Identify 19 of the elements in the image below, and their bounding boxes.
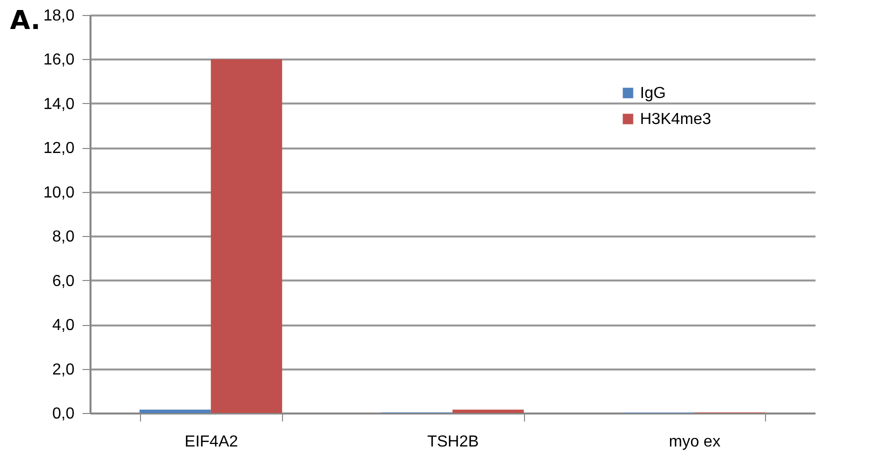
y-tick-label: 18,0: [43, 8, 75, 24]
x-tick-label: TSH2B: [427, 434, 479, 450]
y-tick-label: 2,0: [52, 361, 75, 378]
legend-label: IgG: [640, 85, 666, 102]
y-tick-label: 6,0: [52, 272, 75, 290]
text: A.: [10, 6, 40, 36]
bar: [140, 410, 211, 413]
bar: [452, 410, 524, 413]
y-tick-label: 4,0: [52, 317, 75, 334]
bar: [210, 59, 282, 413]
y-tick-label: 0,0: [52, 406, 75, 422]
y-tick-label: 10,0: [43, 184, 75, 202]
legend-label: H3K4me3: [640, 111, 712, 128]
y-tick-label: 8,0: [52, 228, 75, 246]
y-tick-label: 16,0: [43, 52, 75, 69]
x-tick-label: myo ex: [668, 434, 720, 450]
y-tick-label: 14,0: [43, 96, 75, 113]
y-tick-label: 12,0: [43, 140, 75, 158]
x-tick-label: EIF4A2: [184, 434, 238, 450]
